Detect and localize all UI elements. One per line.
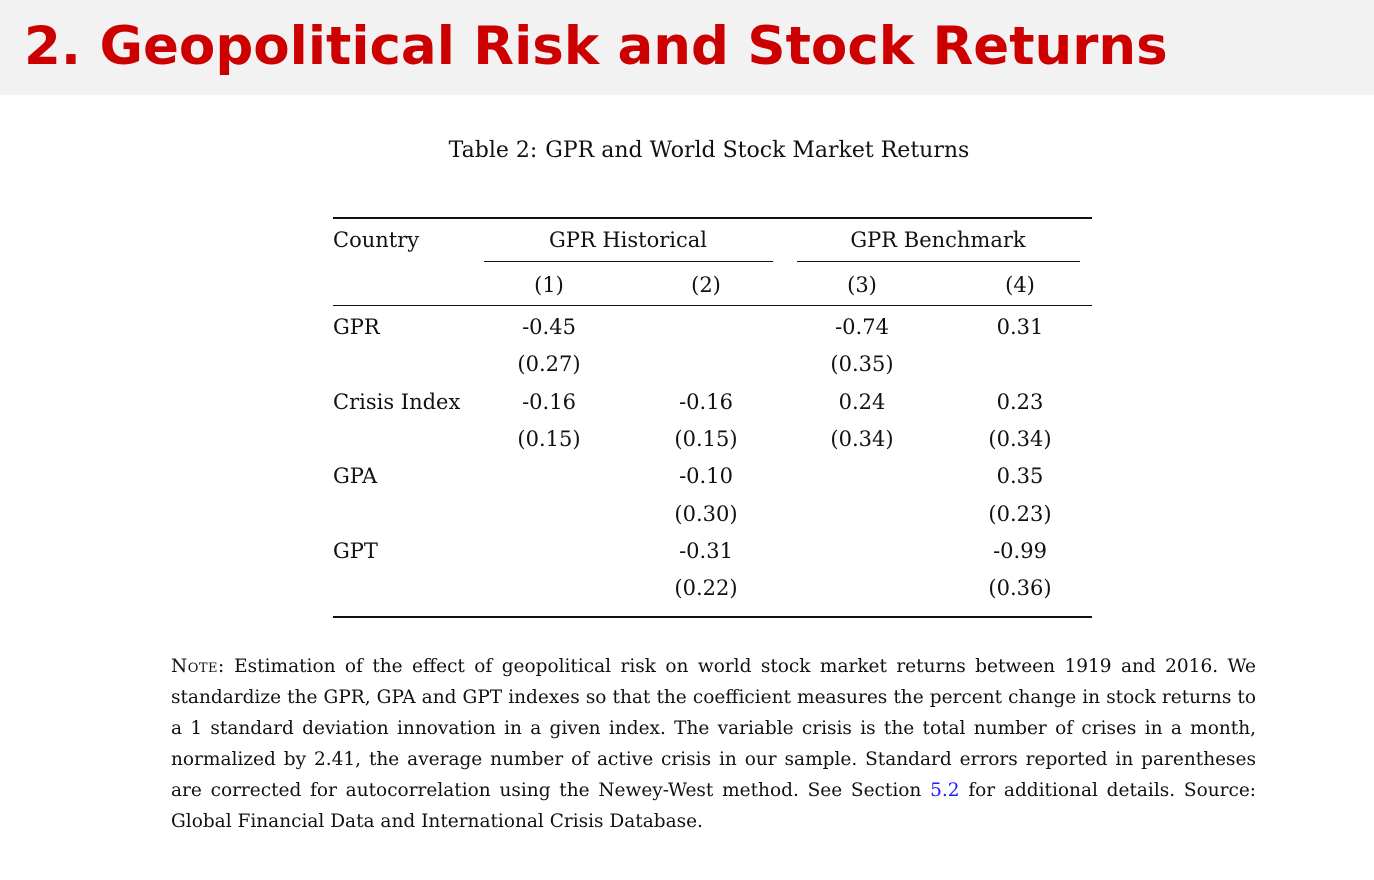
table-cell: (0.22): [674, 576, 738, 600]
table-cell: 0.31: [996, 315, 1044, 339]
table-cell: (0.23): [988, 502, 1052, 526]
row-label-gpa: GPA: [333, 464, 378, 488]
group-rule-historical: [484, 261, 773, 262]
header-country: Country: [333, 228, 420, 252]
bottom-rule: [333, 616, 1092, 618]
slide-title: 2. Geopolitical Risk and Stock Returns: [24, 16, 1168, 77]
note-text-end: for additional details. Source: Global F…: [171, 780, 1257, 832]
header-group-historical: GPR Historical: [548, 228, 708, 252]
table-cell: (0.15): [517, 427, 581, 451]
table-cell: -0.10: [679, 464, 733, 488]
note-text: Estimation of the effect of geopolitical…: [171, 656, 1256, 801]
table-note: Note: Estimation of the effect of geopol…: [171, 651, 1256, 837]
table-cell: -0.74: [835, 315, 889, 339]
header-col-3: (3): [847, 273, 877, 297]
table-caption-text: GPR and World Stock Market Returns: [545, 138, 970, 163]
note-lead: Note:: [171, 656, 225, 677]
table-cell: -0.99: [993, 539, 1047, 563]
table-cell: -0.16: [679, 390, 733, 414]
table-cell: (0.15): [674, 427, 738, 451]
table-cell: (0.34): [988, 427, 1052, 451]
group-rule-benchmark: [797, 261, 1080, 262]
table-cell: (0.36): [988, 576, 1052, 600]
table-cell: 0.23: [996, 390, 1044, 414]
row-label-gpr: GPR: [333, 315, 380, 339]
table-cell: (0.30): [674, 502, 738, 526]
table-cell: 0.35: [996, 464, 1044, 488]
section-link[interactable]: 5.2: [930, 780, 960, 801]
table-cell: (0.35): [830, 352, 894, 376]
top-rule: [333, 217, 1092, 219]
header-group-benchmark: GPR Benchmark: [850, 228, 1026, 252]
header-col-2: (2): [691, 273, 721, 297]
table-cell: (0.27): [517, 352, 581, 376]
row-label-gpt: GPT: [333, 539, 378, 563]
table-cell: (0.34): [830, 427, 894, 451]
row-label-crisis-index: Crisis Index: [333, 390, 461, 414]
table-cell: 0.24: [838, 390, 886, 414]
header-col-1: (1): [534, 273, 564, 297]
regression-table: Country GPR Historical GPR Benchmark (1)…: [333, 217, 1092, 618]
header-col-4: (4): [1005, 273, 1035, 297]
table-cell: -0.45: [522, 315, 576, 339]
table-cell: -0.16: [522, 390, 576, 414]
table-caption: Table 2: GPR and World Stock Market Retur…: [0, 138, 1374, 163]
slide-header: 2. Geopolitical Risk and Stock Returns: [0, 0, 1374, 95]
table-cell: -0.31: [679, 539, 733, 563]
mid-rule: [333, 305, 1092, 306]
table-caption-label: Table 2:: [448, 138, 538, 163]
